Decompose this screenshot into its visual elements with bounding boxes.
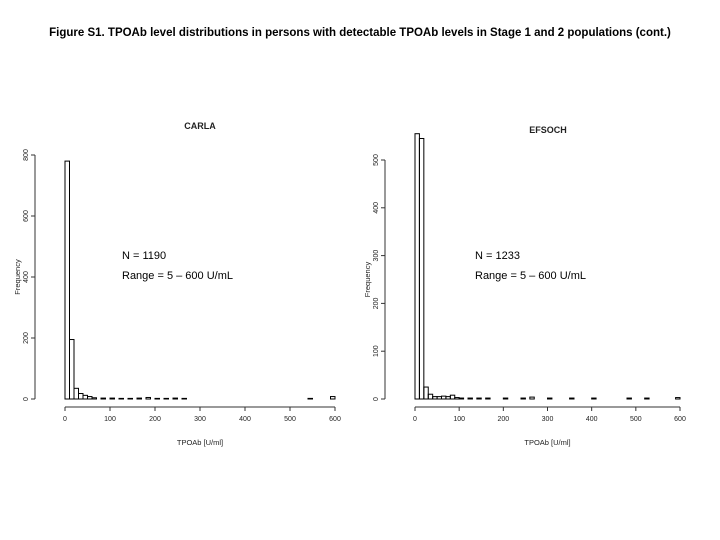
efsoch-x-tick-label: 500 bbox=[630, 416, 642, 423]
efsoch-histogram-bar bbox=[675, 397, 681, 400]
carla-histogram-bar bbox=[78, 393, 84, 400]
efsoch-histogram-bar bbox=[476, 397, 482, 400]
efsoch-histogram-bar bbox=[467, 397, 473, 400]
efsoch-x-tick-label: 200 bbox=[497, 416, 509, 423]
efsoch-x-tick-label: 100 bbox=[453, 416, 465, 423]
carla-x-tick-label: 300 bbox=[194, 416, 206, 423]
efsoch-histogram-bar bbox=[569, 397, 575, 400]
carla-chart-title: CARLA bbox=[184, 121, 216, 131]
carla-y-tick-label: 600 bbox=[23, 210, 30, 222]
efsoch-range-annotation: Range = 5 – 600 U/mL bbox=[475, 270, 586, 282]
efsoch-histogram-bar bbox=[454, 397, 460, 400]
carla-x-axis-label: TPOAb [U/ml] bbox=[177, 438, 223, 447]
efsoch-x-tick-label: 600 bbox=[674, 416, 686, 423]
efsoch-y-tick-label: 300 bbox=[373, 250, 380, 262]
carla-histogram-bar bbox=[136, 397, 142, 400]
carla-range-annotation: Range = 5 – 600 U/mL bbox=[122, 270, 233, 282]
carla-histogram-bar bbox=[154, 397, 160, 400]
efsoch-histogram-bar bbox=[423, 386, 429, 400]
carla-x-tick-label: 100 bbox=[104, 416, 116, 423]
carla-x-tick-label: 200 bbox=[149, 416, 161, 423]
efsoch-y-tick-label: 500 bbox=[373, 154, 380, 166]
carla-x-tick-label: 400 bbox=[239, 416, 251, 423]
carla-histogram-bar bbox=[109, 397, 115, 400]
carla-histogram-bar bbox=[145, 396, 151, 400]
efsoch-n-annotation: N = 1233 bbox=[475, 250, 520, 262]
efsoch-histogram-bar bbox=[432, 396, 438, 400]
efsoch-histogram-bar bbox=[445, 396, 451, 400]
efsoch-x-tick-label: 400 bbox=[586, 416, 598, 423]
carla-histogram-bar bbox=[69, 339, 75, 400]
efsoch-histogram-bar bbox=[520, 397, 526, 400]
carla-histogram-bar bbox=[87, 396, 93, 400]
histogram-efsoch: EFSOCH 0 100 200 300 400 500 600 TPOAb [U/ml] 0 10… bbox=[363, 125, 686, 447]
efsoch-chart-title: EFSOCH bbox=[529, 125, 567, 135]
efsoch-x-tick-label: 300 bbox=[542, 416, 554, 423]
efsoch-histogram-bar bbox=[418, 137, 425, 400]
carla-histogram-bar bbox=[181, 397, 187, 400]
carla-y-tick-label: 200 bbox=[23, 332, 30, 344]
histogram-carla: CARLA 0 100 200 300 400 500 600 TPOAb [U/ml] 0 200… bbox=[13, 121, 341, 447]
carla-histogram-bar bbox=[100, 397, 106, 400]
carla-x-tick-label: 500 bbox=[284, 416, 296, 423]
carla-histogram-bar bbox=[172, 397, 178, 400]
efsoch-histogram-bar bbox=[529, 396, 535, 400]
efsoch-histogram-bar bbox=[427, 393, 434, 400]
carla-histogram-bar bbox=[307, 397, 313, 400]
efsoch-histogram-bar bbox=[441, 395, 447, 400]
carla-y-tick-label: 800 bbox=[23, 149, 30, 161]
efsoch-histogram-bar bbox=[485, 397, 491, 400]
efsoch-y-tick-label: 0 bbox=[373, 397, 380, 401]
carla-histogram-bar bbox=[73, 387, 79, 400]
carla-histogram-bar bbox=[127, 397, 133, 400]
carla-histogram-bar bbox=[163, 397, 169, 400]
efsoch-y-tick-label: 400 bbox=[373, 202, 380, 214]
efsoch-histogram-bar bbox=[502, 397, 509, 400]
carla-histogram-bar bbox=[82, 394, 88, 400]
figure-title: Figure S1. TPOAb level distributions in … bbox=[49, 27, 671, 39]
carla-y-axis-label: Frequency bbox=[13, 259, 22, 295]
efsoch-histogram-bar bbox=[458, 397, 465, 400]
efsoch-histogram-bar bbox=[591, 397, 597, 400]
efsoch-histogram-bar bbox=[547, 397, 553, 400]
efsoch-histogram-bar bbox=[436, 396, 443, 400]
carla-y-tick-label: 0 bbox=[23, 397, 30, 401]
efsoch-histogram-bar bbox=[626, 397, 632, 400]
carla-x-tick-label: 0 bbox=[63, 416, 67, 423]
carla-y-tick-label: 400 bbox=[23, 271, 30, 283]
efsoch-x-tick-label: 0 bbox=[413, 416, 417, 423]
carla-n-annotation: N = 1190 bbox=[122, 250, 167, 262]
efsoch-y-axis-label: Frequency bbox=[363, 262, 372, 298]
efsoch-histogram-bar bbox=[414, 133, 420, 400]
efsoch-y-tick-label: 200 bbox=[373, 297, 380, 309]
carla-histogram-bar bbox=[91, 397, 97, 400]
carla-histogram-bar bbox=[330, 396, 336, 400]
carla-histogram-bar bbox=[118, 397, 124, 400]
efsoch-histogram-bar bbox=[449, 394, 456, 400]
carla-x-tick-label: 600 bbox=[329, 416, 341, 423]
efsoch-y-tick-label: 100 bbox=[373, 345, 380, 357]
carla-histogram-bar bbox=[64, 160, 70, 400]
efsoch-x-axis-label: TPOAb [U/ml] bbox=[524, 438, 570, 447]
efsoch-histogram-bar bbox=[644, 397, 650, 400]
